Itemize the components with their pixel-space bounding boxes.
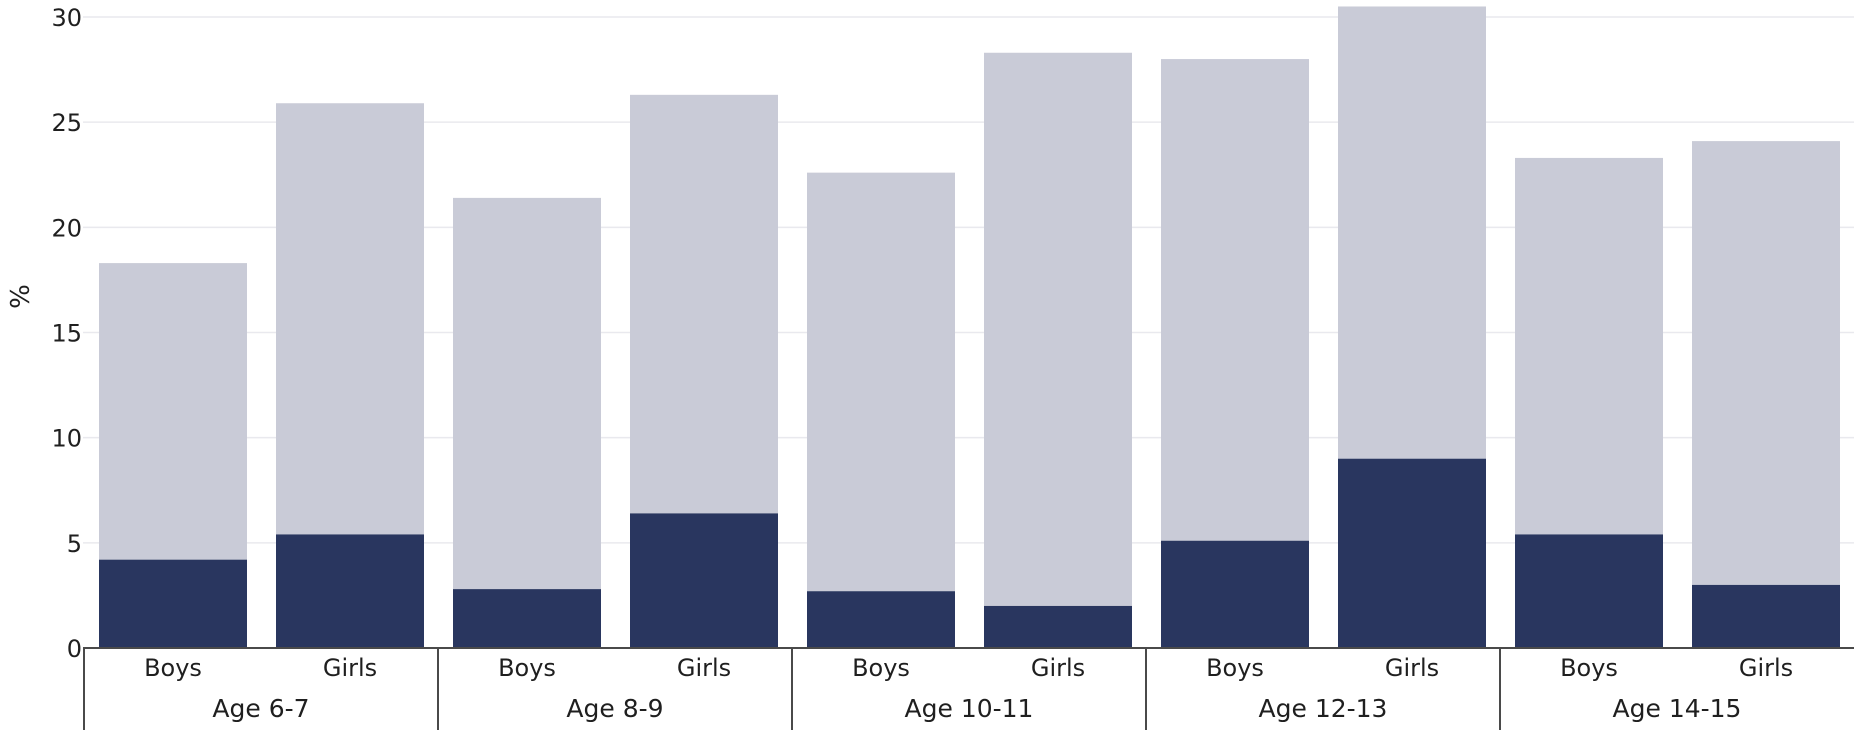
bar-total-age-6-7-girls[interactable]	[276, 103, 424, 535]
y-axis-label: %	[6, 284, 36, 309]
bar-total-age-10-11-boys[interactable]	[807, 172, 955, 592]
bars-layer	[99, 6, 1840, 648]
x-tick-label-boys: Boys	[144, 654, 202, 682]
bar-dark-age-10-11-girls[interactable]	[984, 605, 1132, 648]
bar-total-age-6-7-boys[interactable]	[99, 263, 247, 560]
y-tick-label-0: 0	[67, 635, 82, 663]
bar-dark-age-12-13-girls[interactable]	[1338, 458, 1486, 648]
x-tick-label-boys: Boys	[498, 654, 556, 682]
y-tick-label-20: 20	[51, 214, 82, 242]
bar-dark-age-8-9-boys[interactable]	[453, 589, 601, 648]
bar-dark-age-6-7-girls[interactable]	[276, 534, 424, 648]
bar-total-age-8-9-boys[interactable]	[453, 197, 601, 590]
group-label-age-6-7: Age 6-7	[212, 694, 309, 723]
group-label-age-14-15: Age 14-15	[1613, 694, 1742, 723]
group-label-age-10-11: Age 10-11	[905, 694, 1034, 723]
bar-dark-age-14-15-boys[interactable]	[1515, 534, 1663, 648]
bar-dark-age-8-9-girls[interactable]	[630, 513, 778, 648]
bar-total-age-12-13-girls[interactable]	[1338, 6, 1486, 459]
y-tick-label-10: 10	[51, 425, 82, 453]
bar-total-age-10-11-girls[interactable]	[984, 52, 1132, 606]
x-tick-label-boys: Boys	[1206, 654, 1264, 682]
bar-dark-age-12-13-boys[interactable]	[1161, 540, 1309, 648]
x-tick-label-boys: Boys	[1560, 654, 1618, 682]
x-tick-label-girls: Girls	[1031, 654, 1085, 682]
x-tick-label-girls: Girls	[1385, 654, 1439, 682]
y-tick-label-25: 25	[51, 109, 82, 137]
x-tick-label-boys: Boys	[852, 654, 910, 682]
bar-dark-age-6-7-boys[interactable]	[99, 559, 247, 648]
x-tick-label-girls: Girls	[677, 654, 731, 682]
x-tick-label-girls: Girls	[1739, 654, 1793, 682]
bar-dark-age-10-11-boys[interactable]	[807, 591, 955, 648]
bar-total-age-14-15-girls[interactable]	[1692, 141, 1840, 585]
x-tick-label-girls: Girls	[323, 654, 377, 682]
group-label-age-8-9: Age 8-9	[566, 694, 663, 723]
y-tick-label-30: 30	[51, 4, 82, 32]
bar-total-age-14-15-boys[interactable]	[1515, 157, 1663, 535]
bar-dark-age-14-15-girls[interactable]	[1692, 584, 1840, 648]
y-tick-label-5: 5	[67, 530, 82, 558]
y-tick-label-15: 15	[51, 320, 82, 348]
axis-layer: 0 5 10 15 20 25 30 Boys Girls Age 6-7 Boys Girls Age…	[51, 4, 1854, 730]
bar-total-age-8-9-girls[interactable]	[630, 94, 778, 514]
bar-total-age-12-13-boys[interactable]	[1161, 59, 1309, 541]
group-label-age-12-13: Age 12-13	[1259, 694, 1388, 723]
